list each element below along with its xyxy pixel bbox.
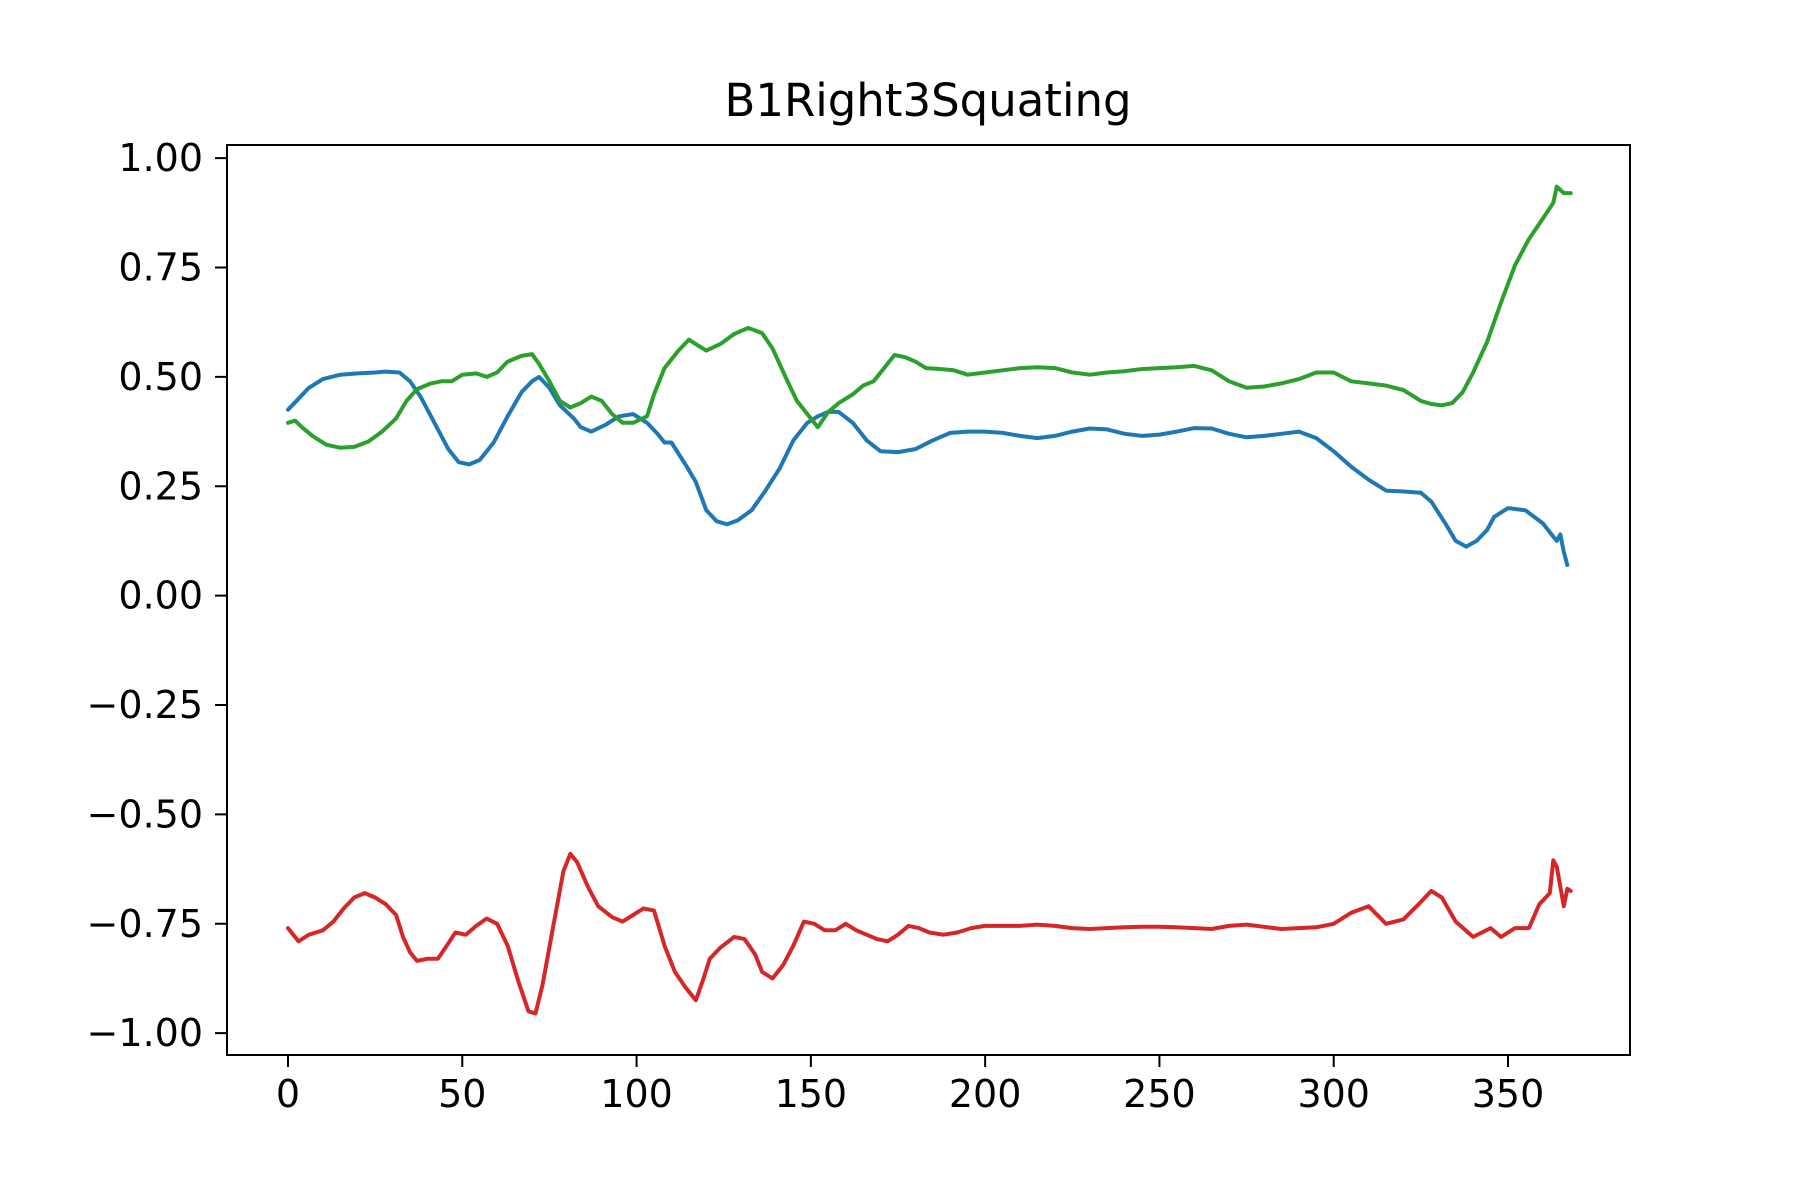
series-layer	[286, 184, 1573, 1016]
y-tick-label: 0.25	[118, 464, 203, 508]
x-tick-label: 250	[1123, 1072, 1196, 1116]
y-tick-label: 0.00	[118, 574, 203, 618]
y-axis: 1.00 0.75 0.50 0.25 0.00 −0.25 −0.50 −0.75 −1.00	[87, 136, 227, 1055]
y-tick-label: −0.50	[87, 792, 203, 836]
x-tick-label: 350	[1472, 1072, 1545, 1116]
x-tick-label: 300	[1297, 1072, 1370, 1116]
x-tick-label: 150	[775, 1072, 848, 1116]
plot-frame	[226, 144, 1631, 1056]
series-line-3	[286, 851, 1573, 1016]
x-tick-label: 0	[276, 1072, 300, 1116]
x-tick-label: 100	[600, 1072, 673, 1116]
y-tick-label: −1.00	[87, 1011, 203, 1055]
y-tick-label: 0.75	[118, 246, 203, 290]
x-axis: 0 50 100 150 200 250 300 350	[276, 1055, 1544, 1116]
series-line-1	[286, 369, 1570, 567]
y-tick-label: −0.25	[87, 683, 203, 727]
y-tick-label: −0.75	[87, 902, 203, 946]
y-tick-label: 1.00	[118, 136, 203, 180]
y-tick-label: 0.50	[118, 355, 203, 399]
series-line-2	[286, 184, 1573, 450]
x-tick-label: 200	[949, 1072, 1022, 1116]
x-tick-label: 50	[438, 1072, 486, 1116]
chart-title: B1Right3Squating	[724, 74, 1131, 127]
